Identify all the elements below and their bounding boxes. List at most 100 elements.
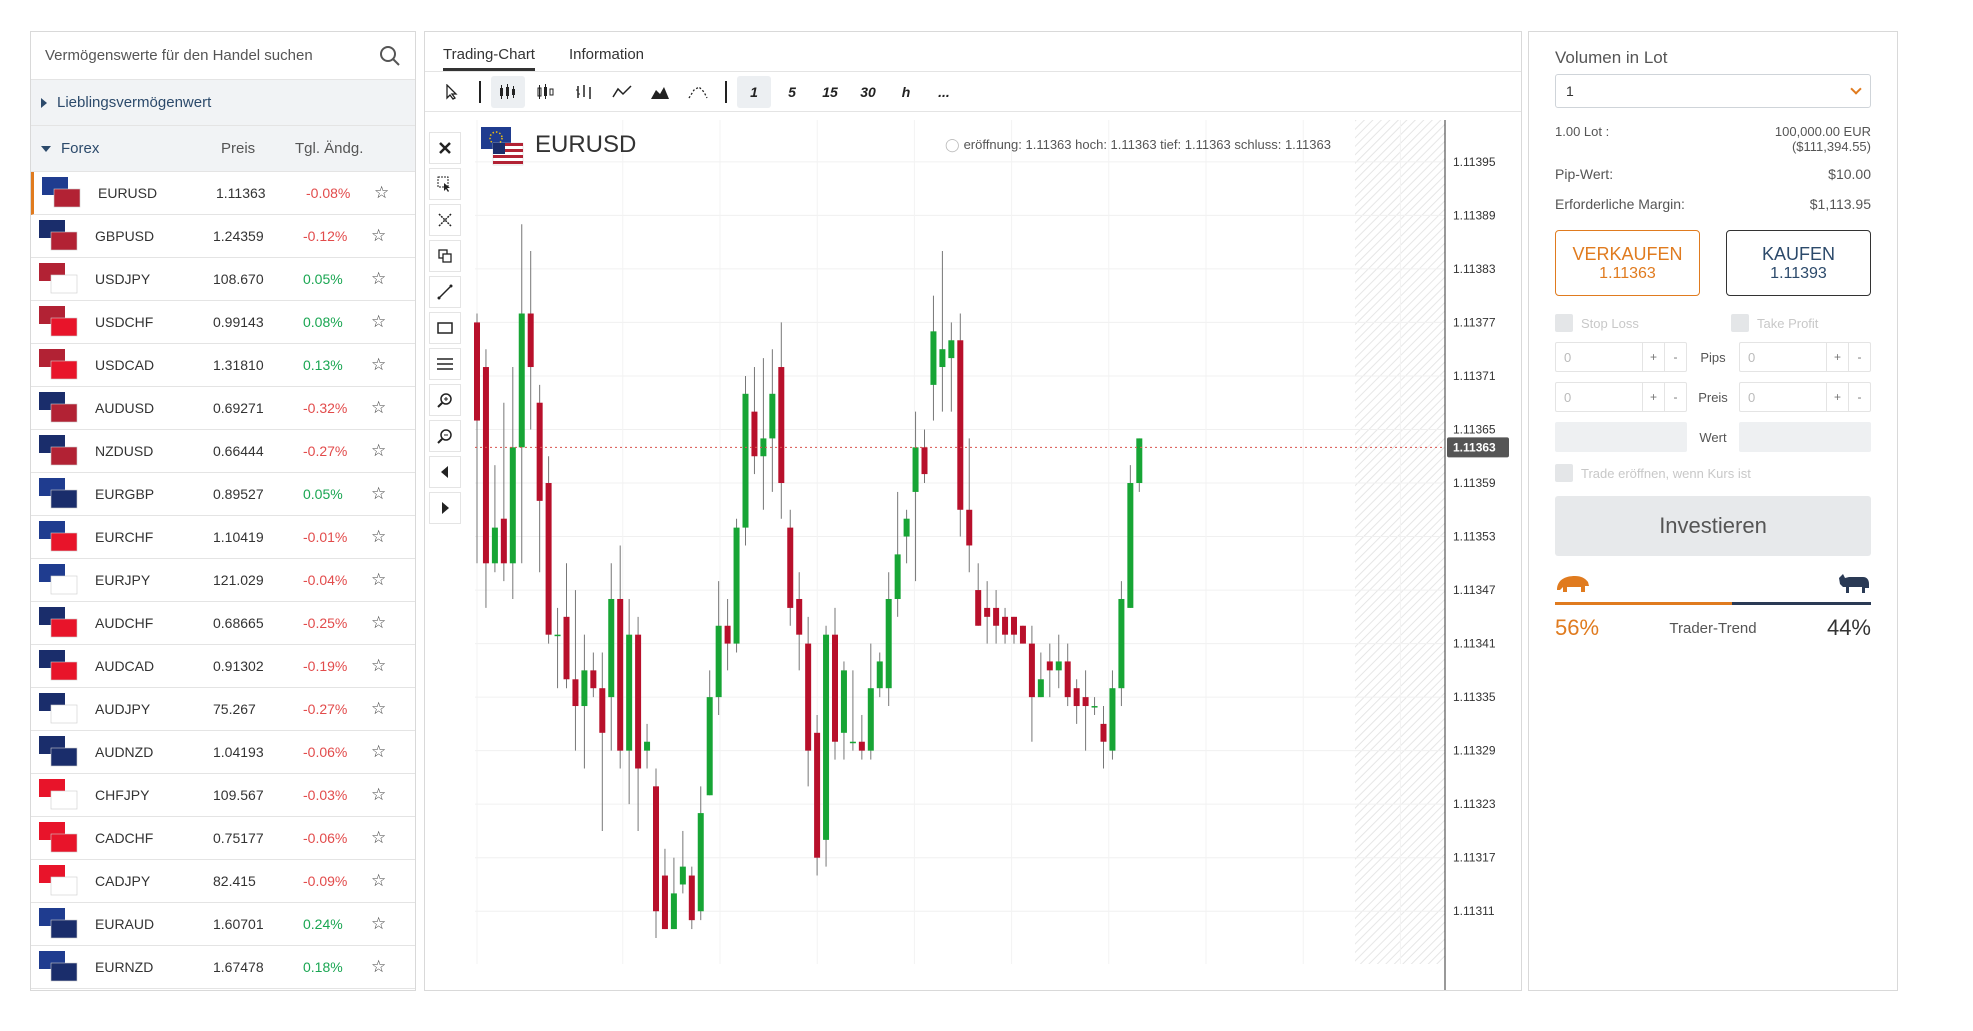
star-icon[interactable]: ☆ (371, 226, 387, 245)
zoom-out-icon[interactable] (429, 420, 461, 452)
ohlc-bars-icon[interactable] (567, 76, 601, 108)
asset-row[interactable]: EURNZD 1.67478 0.18% ☆ (31, 946, 415, 989)
asset-row[interactable]: CHFJPY 109.567 -0.03% ☆ (31, 774, 415, 817)
search-icon[interactable] (379, 45, 401, 67)
minus-button[interactable]: - (1664, 343, 1686, 371)
asset-price: 0.91302 (213, 658, 264, 674)
dotted-chart-icon[interactable] (681, 76, 715, 108)
line-chart-icon[interactable] (605, 76, 639, 108)
minus-button[interactable]: - (1848, 383, 1870, 411)
asset-row[interactable]: AUDJPY 75.267 -0.27% ☆ (31, 688, 415, 731)
sell-button[interactable]: VERKAUFEN 1.11363 (1555, 230, 1700, 296)
star-icon[interactable]: ☆ (371, 957, 387, 976)
stop-loss-pips-input[interactable]: 0 + - (1555, 342, 1687, 372)
trend-line-icon[interactable] (429, 276, 461, 308)
star-icon[interactable]: ☆ (371, 312, 387, 331)
take-profit-pips-input[interactable]: 0 + - (1739, 342, 1871, 372)
candlestick-chart-icon[interactable] (491, 75, 525, 108)
minus-button[interactable]: - (1848, 343, 1870, 371)
plus-button[interactable]: + (1642, 343, 1664, 371)
candle-body (948, 340, 955, 359)
trade-if-checkbox[interactable]: Trade eröffnen, wenn Kurs ist (1555, 464, 1871, 482)
timeframe-1[interactable]: 1 (737, 75, 771, 108)
timeframe-30[interactable]: 30 (860, 83, 876, 100)
asset-row[interactable]: AUDCAD 0.91302 -0.19% ☆ (31, 645, 415, 688)
asset-row[interactable]: USDCAD 1.31810 0.13% ☆ (31, 344, 415, 387)
star-icon[interactable]: ☆ (371, 699, 387, 718)
plus-button[interactable]: + (1642, 383, 1664, 411)
area-chart-icon[interactable] (643, 76, 677, 108)
star-icon[interactable]: ☆ (371, 828, 387, 847)
rectangle-icon[interactable] (429, 312, 461, 344)
candle-body (1100, 723, 1107, 742)
star-icon[interactable]: ☆ (371, 656, 387, 675)
eye-icon[interactable]: ◯ (945, 137, 960, 152)
star-icon[interactable]: ☆ (371, 785, 387, 804)
timeframe-h[interactable]: h (901, 83, 911, 100)
asset-change: -0.08% (306, 185, 351, 201)
timeframe-15[interactable]: 15 (822, 83, 838, 100)
favorites-label: Lieblingsvermögenwert (57, 94, 212, 111)
star-icon[interactable]: ☆ (371, 484, 387, 503)
asset-row[interactable]: EURJPY 121.029 -0.04% ☆ (31, 559, 415, 602)
candle-body (1011, 616, 1017, 635)
tab-information[interactable]: Information (568, 46, 645, 63)
take-profit-checkbox[interactable]: Take Profit (1731, 314, 1871, 332)
asset-row[interactable]: EURAUD 1.60701 0.24% ☆ (31, 903, 415, 946)
star-icon[interactable]: ☆ (374, 183, 390, 202)
buy-button[interactable]: KAUFEN 1.11393 (1726, 230, 1871, 296)
star-icon[interactable]: ☆ (371, 613, 387, 632)
scroll-right-icon[interactable] (429, 492, 461, 524)
search-input[interactable] (45, 47, 379, 64)
asset-row[interactable]: USDCHF 0.99143 0.08% ☆ (31, 301, 415, 344)
asset-row[interactable]: EURUSD 1.11363 -0.08% ☆ (31, 172, 415, 215)
asset-row[interactable]: GBPUSD 1.24359 -0.12% ☆ (31, 215, 415, 258)
star-icon[interactable]: ☆ (371, 269, 387, 288)
asset-row[interactable]: USDJPY 108.670 0.05% ☆ (31, 258, 415, 301)
asset-row[interactable]: EURGBP 0.89527 0.05% ☆ (31, 473, 415, 516)
star-icon[interactable]: ☆ (371, 527, 387, 546)
tab-trading-chart[interactable]: Trading-Chart (443, 46, 535, 71)
asset-row[interactable]: AUDNZD 1.04193 -0.06% ☆ (31, 731, 415, 774)
select-tool-icon[interactable] (429, 168, 461, 200)
plus-button[interactable]: + (1826, 383, 1848, 411)
timeframe-more[interactable]: ... (938, 83, 950, 100)
zoom-in-icon[interactable] (429, 384, 461, 416)
y-tick-label: 1.11323 (1453, 797, 1496, 811)
star-icon[interactable]: ☆ (371, 570, 387, 589)
star-icon[interactable]: ☆ (371, 355, 387, 374)
hollow-candle-icon[interactable] (529, 76, 563, 108)
asset-row[interactable]: AUDCHF 0.68665 -0.25% ☆ (31, 602, 415, 645)
candle-body (590, 670, 597, 689)
checkbox-box (1555, 314, 1573, 332)
plus-button[interactable]: + (1826, 343, 1848, 371)
invest-button[interactable]: Investieren (1555, 496, 1871, 556)
favorites-group[interactable]: Lieblingsvermögenwert (31, 80, 415, 126)
clone-icon[interactable] (429, 240, 461, 272)
candle-body (993, 607, 1000, 626)
asset-row[interactable]: AUDUSD 0.69271 -0.32% ☆ (31, 387, 415, 430)
cursor-icon[interactable] (435, 76, 469, 108)
close-icon[interactable] (429, 132, 461, 164)
star-icon[interactable]: ☆ (371, 914, 387, 933)
minus-button[interactable]: - (1664, 383, 1686, 411)
asset-row[interactable]: NZDUSD 0.66444 -0.27% ☆ (31, 430, 415, 473)
timeframe-5[interactable]: 5 (788, 83, 796, 100)
take-profit-price-input[interactable]: 0 + - (1739, 382, 1871, 412)
forex-group-header[interactable]: Forex Preis Tgl. Ändg. (31, 126, 415, 172)
price-chart[interactable]: 1.11395 1.11389 1.11383 1.11377 1.11371 1.113… (425, 32, 1521, 990)
stop-loss-checkbox[interactable]: Stop Loss (1555, 314, 1695, 332)
asset-row[interactable]: EURCHF 1.10419 -0.01% ☆ (31, 516, 415, 559)
stop-loss-price-input[interactable]: 0 + - (1555, 382, 1687, 412)
asset-row[interactable]: CADJPY 82.415 -0.09% ☆ (31, 860, 415, 903)
scroll-left-icon[interactable] (429, 456, 461, 488)
asset-row[interactable]: CADCHF 0.75177 -0.06% ☆ (31, 817, 415, 860)
star-icon[interactable]: ☆ (371, 742, 387, 761)
candle-body (1046, 661, 1053, 671)
remove-drawings-icon[interactable] (429, 204, 461, 236)
horizontal-lines-icon[interactable] (429, 348, 461, 380)
star-icon[interactable]: ☆ (371, 441, 387, 460)
star-icon[interactable]: ☆ (371, 871, 387, 890)
volume-select[interactable]: 1 (1555, 74, 1871, 108)
star-icon[interactable]: ☆ (371, 398, 387, 417)
